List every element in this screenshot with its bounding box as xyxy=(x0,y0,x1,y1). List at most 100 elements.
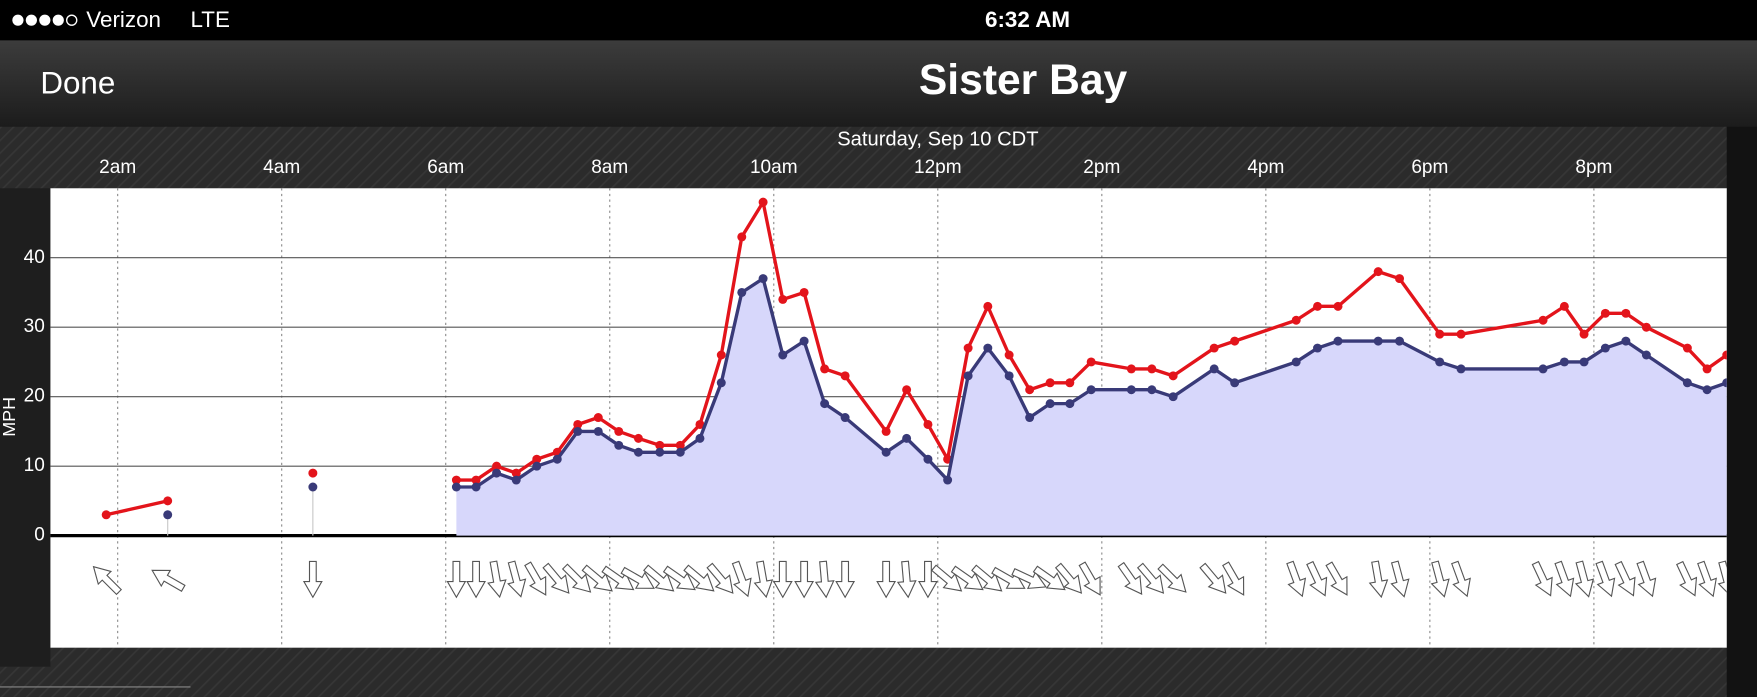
data-point xyxy=(840,413,850,423)
data-point xyxy=(1147,385,1157,395)
y-tick-label: 30 xyxy=(24,316,45,337)
data-point xyxy=(902,385,912,395)
wind-arrow xyxy=(561,563,592,593)
data-point xyxy=(1395,274,1405,284)
wind-arrow xyxy=(1078,561,1101,596)
data-point xyxy=(799,287,809,297)
wind-arrow xyxy=(1531,560,1553,597)
x-tick-label: 6pm xyxy=(1411,157,1448,178)
data-point xyxy=(1373,267,1383,277)
wind-arrow xyxy=(731,560,752,598)
wind-arrow xyxy=(1697,560,1717,598)
wind-arrow xyxy=(507,560,527,598)
data-point xyxy=(1600,308,1610,318)
x-tick-label: 4am xyxy=(263,157,300,178)
data-point xyxy=(614,440,624,450)
wind-arrow xyxy=(950,565,984,591)
data-point xyxy=(1004,350,1014,360)
wind-arrow xyxy=(524,561,547,596)
network: LTE xyxy=(190,7,229,32)
wind-arrow xyxy=(446,560,467,599)
data-point xyxy=(471,475,481,485)
wind-arrow xyxy=(1117,561,1143,595)
done-button[interactable]: Done xyxy=(40,65,115,100)
wind-arrow xyxy=(930,564,963,592)
data-point xyxy=(655,440,665,450)
data-point xyxy=(1126,385,1136,395)
data-point xyxy=(758,274,768,284)
x-tick-label: 6am xyxy=(427,157,464,178)
data-point xyxy=(308,468,318,478)
wind-arrow xyxy=(1199,562,1227,594)
data-point xyxy=(675,440,685,450)
data-point xyxy=(1209,364,1219,374)
wind-arrow xyxy=(601,565,635,591)
data-point xyxy=(511,475,521,485)
data-point xyxy=(532,461,542,471)
data-point xyxy=(758,197,768,207)
wind-arrow xyxy=(643,564,675,592)
data-point xyxy=(1395,336,1405,346)
data-point xyxy=(1230,336,1240,346)
wind-arrow xyxy=(662,565,696,591)
series-line xyxy=(456,200,1727,482)
y-tick-label: 10 xyxy=(24,455,45,476)
wind-arrow xyxy=(1636,560,1657,598)
data-point xyxy=(1435,357,1445,367)
data-point xyxy=(1435,329,1445,339)
y-axis-panel xyxy=(0,188,51,667)
data-point xyxy=(163,510,173,520)
data-point xyxy=(983,301,993,311)
data-point xyxy=(820,364,830,374)
wind-arrow xyxy=(991,566,1026,589)
data-point xyxy=(1333,301,1343,311)
data-point xyxy=(1621,308,1631,318)
side-edge xyxy=(1726,126,1757,697)
wind-arrow xyxy=(794,560,815,599)
data-point xyxy=(1641,322,1651,332)
data-point xyxy=(633,433,643,443)
wind-arrow xyxy=(1032,565,1066,591)
data-point xyxy=(1579,357,1589,367)
wind-arrow xyxy=(1054,562,1083,594)
wind-arrow xyxy=(1368,560,1389,599)
wind-arrow xyxy=(542,562,570,594)
data-point xyxy=(1126,364,1136,374)
wind-arrow xyxy=(876,560,897,599)
nav-title: Sister Bay xyxy=(919,56,1128,104)
data-point xyxy=(778,350,788,360)
data-point xyxy=(1045,378,1055,388)
data-point xyxy=(101,510,111,520)
wind-arrow xyxy=(1614,560,1636,597)
wind-arrow xyxy=(1286,560,1307,598)
data-point xyxy=(532,454,542,464)
wind-arrow xyxy=(1136,562,1165,594)
y-tick-label: 0 xyxy=(34,525,45,546)
data-point xyxy=(492,461,502,471)
data-point xyxy=(655,447,665,457)
x-tick-label: 10am xyxy=(750,157,798,178)
wind-arrow xyxy=(620,566,655,589)
data-point xyxy=(1600,343,1610,353)
data-point xyxy=(1456,329,1466,339)
wind-arrow xyxy=(971,564,1003,592)
wind-arrow xyxy=(151,569,186,592)
wind-arrow xyxy=(683,564,715,592)
data-point xyxy=(923,419,933,429)
data-point xyxy=(923,454,933,464)
data-point xyxy=(881,447,891,457)
wind-arrow xyxy=(487,560,507,599)
data-point xyxy=(1313,343,1322,353)
data-point xyxy=(1538,364,1548,374)
data-point xyxy=(1722,350,1727,360)
data-point xyxy=(1641,350,1651,360)
data-point xyxy=(1456,364,1466,374)
data-point xyxy=(1559,357,1569,367)
data-point xyxy=(511,468,521,478)
wind-arrow xyxy=(918,560,938,599)
wind-arrow xyxy=(896,560,917,599)
data-point xyxy=(737,232,747,242)
data-point xyxy=(593,413,603,423)
data-point xyxy=(1313,301,1322,311)
